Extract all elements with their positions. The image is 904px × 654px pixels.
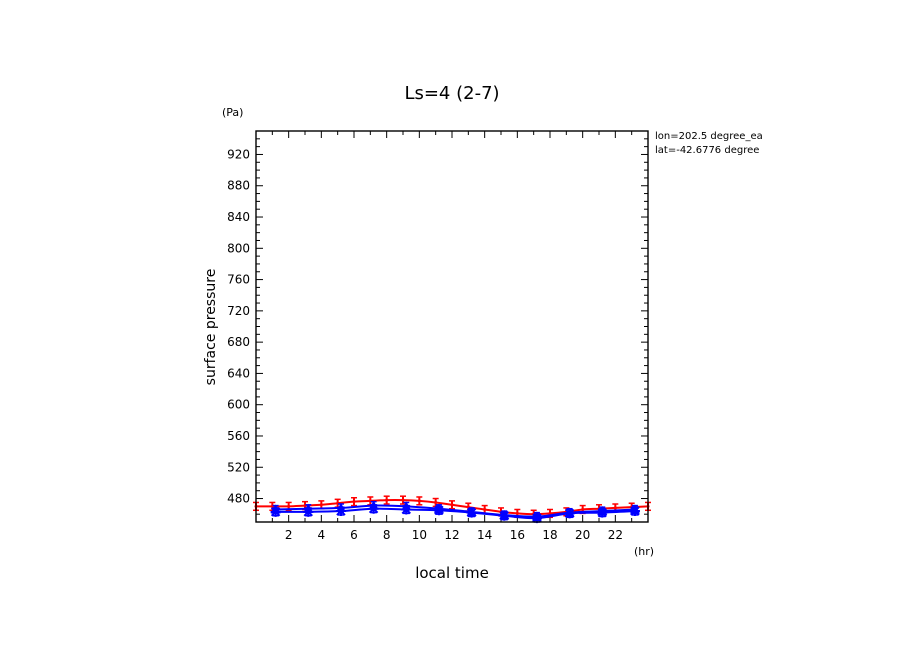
y-tick-label: 520 xyxy=(227,460,250,474)
y-tick-label: 680 xyxy=(227,335,250,349)
data-point xyxy=(433,505,444,516)
y-tick-label: 480 xyxy=(227,492,250,506)
y-axis-label: surface pressure xyxy=(203,269,219,386)
x-tick-label: 8 xyxy=(383,528,391,542)
data-point xyxy=(597,507,608,518)
x-tick-label: 16 xyxy=(510,528,525,542)
axes: 2 4 6 8 10 12 14 16 18 20 22 480 520 560 600 640 680 720 7… xyxy=(227,131,648,542)
y-tick-label: 560 xyxy=(227,429,250,443)
data-point xyxy=(450,503,454,507)
data-point xyxy=(368,503,379,514)
y-axis-unit: (Pa) xyxy=(222,106,243,119)
data-point xyxy=(270,506,281,517)
x-tick-label: 6 xyxy=(350,528,358,542)
data-point xyxy=(385,498,389,502)
data-point xyxy=(531,513,542,524)
data-point xyxy=(564,508,575,519)
y-tick-label: 600 xyxy=(227,398,250,412)
annotation-lon: lon=202.5 degree_ea xyxy=(655,131,763,142)
data-point xyxy=(352,500,356,504)
series-0 xyxy=(253,495,651,519)
y-tick-label: 880 xyxy=(227,179,250,193)
data-point xyxy=(303,506,314,517)
x-axis-unit: (hr) xyxy=(634,545,654,558)
data-point xyxy=(483,507,487,511)
y-tick-label: 800 xyxy=(227,241,250,255)
x-tick-label: 14 xyxy=(477,528,492,542)
data-point xyxy=(319,503,323,507)
data-point xyxy=(417,499,421,503)
data-point xyxy=(613,506,617,510)
x-tick-label: 22 xyxy=(608,528,623,542)
y-tick-label: 720 xyxy=(227,304,250,318)
series-layer xyxy=(253,495,651,524)
data-point xyxy=(499,510,510,521)
data-point xyxy=(629,506,640,517)
plot-frame xyxy=(255,130,649,523)
x-axis-label: local time xyxy=(415,564,489,582)
x-tick-label: 12 xyxy=(444,528,459,542)
annotation-lat: lat=-42.6776 degree xyxy=(655,145,759,156)
data-point xyxy=(434,500,438,504)
data-point xyxy=(287,504,291,508)
data-point xyxy=(401,498,405,502)
data-point xyxy=(401,504,412,515)
data-point xyxy=(515,511,519,515)
data-point xyxy=(335,506,346,517)
x-tick-label: 18 xyxy=(542,528,557,542)
x-tick-label: 10 xyxy=(412,528,427,542)
series-2 xyxy=(270,503,640,524)
y-tick-label: 640 xyxy=(227,366,250,380)
y-tick-label: 840 xyxy=(227,210,250,224)
x-tick-label: 2 xyxy=(285,528,293,542)
data-point xyxy=(581,507,585,511)
x-tick-label: 20 xyxy=(575,528,590,542)
x-tick-label: 4 xyxy=(318,528,326,542)
y-tick-label: 920 xyxy=(227,147,250,161)
y-tick-label: 760 xyxy=(227,273,250,287)
data-point xyxy=(466,507,477,518)
chart-title: Ls=4 (2-7) xyxy=(404,83,499,104)
